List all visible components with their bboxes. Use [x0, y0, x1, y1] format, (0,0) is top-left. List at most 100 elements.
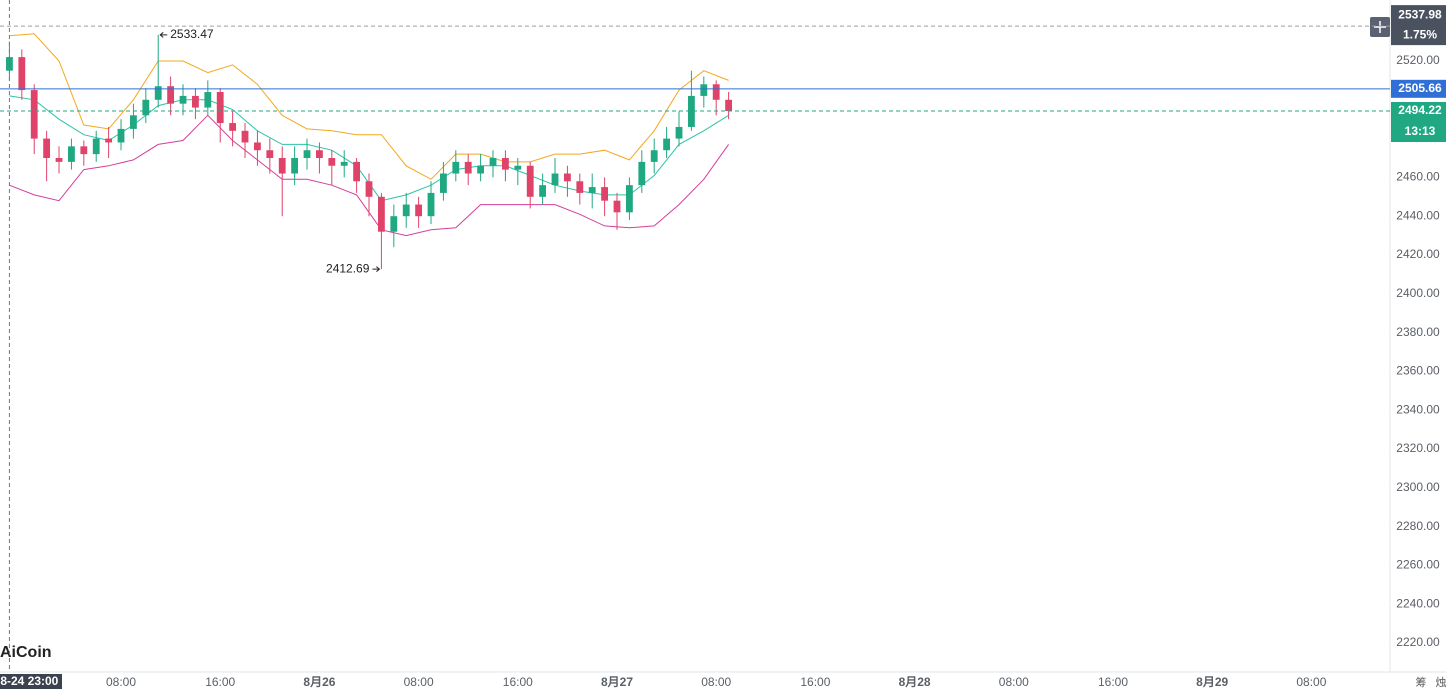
candle-body [700, 84, 708, 96]
last-price-value: 2494.22 [1398, 103, 1442, 117]
toolbar-item[interactable]: 烛 [1436, 676, 1446, 689]
y-tick-label: 2280.00 [1396, 519, 1440, 533]
candle-body [378, 196, 385, 232]
candle-body [415, 204, 423, 217]
high-arrow [159, 31, 168, 38]
crosshair-tag [0, 674, 62, 689]
candle-body [18, 57, 26, 91]
candle-body [216, 92, 224, 124]
candle-body [650, 150, 658, 162]
y-tick-label: 2240.00 [1396, 596, 1440, 610]
y-tick-label: 2420.00 [1396, 247, 1440, 261]
candle-body [229, 123, 237, 131]
candle-body [601, 187, 609, 201]
candle-body [291, 157, 299, 174]
last-price-note: 13:13 [1405, 124, 1436, 138]
crosshair-label: 08-24 23:00 [0, 674, 59, 688]
y-tick-label: 2220.00 [1396, 635, 1440, 649]
price-tag-value: 2505.66 [1398, 81, 1442, 95]
candle-body [638, 161, 646, 186]
candle-body [130, 115, 137, 129]
candle-body [687, 95, 695, 127]
x-tick-label: 08:00 [999, 675, 1029, 689]
x-tick-label: 16:00 [503, 675, 533, 689]
toolbar-item[interactable]: 筹 [1416, 675, 1427, 689]
candle-body [365, 181, 373, 197]
candle-body [353, 161, 361, 182]
candle-body [179, 95, 187, 104]
x-tick-label: 16:00 [1098, 675, 1128, 689]
low-annotation: 2412.69 [326, 261, 370, 275]
candle-body [142, 99, 150, 116]
candle-body [625, 185, 633, 213]
x-tick-label: 8月28 [899, 675, 931, 689]
candle-body [489, 157, 497, 166]
high-tag-value: 2537.98 [1398, 7, 1442, 21]
candle-body [663, 138, 671, 151]
plot-area: 2220.00 2240.00 2260.00 2280.00 2300.00 2320.… [6, 33, 1440, 689]
x-tick-label: 08:00 [106, 675, 136, 689]
candle-body [328, 157, 336, 166]
high-tag-note: 1.75% [1403, 27, 1437, 41]
candle-body [55, 157, 63, 162]
candle-body [402, 204, 410, 217]
candle-body [427, 192, 435, 217]
y-tick-label: 2340.00 [1396, 402, 1440, 416]
y-tick-label: 2460.00 [1396, 170, 1440, 184]
candle-body [551, 173, 559, 186]
candle-body [501, 157, 509, 170]
price-tag [1391, 79, 1446, 98]
y-tick-label: 2520.00 [1396, 53, 1440, 67]
candle-body [526, 165, 534, 197]
candle-body [613, 200, 621, 213]
candle-body [340, 161, 348, 166]
last-price-tag [1391, 102, 1446, 143]
candle-body [303, 150, 311, 158]
candle-body [452, 161, 460, 174]
candle-body [154, 86, 162, 100]
candle-body [725, 99, 733, 112]
candle-body [278, 157, 286, 174]
x-tick-label: 08:00 [404, 675, 434, 689]
high-annotation: 2533.47 [170, 27, 214, 41]
candle-body [464, 161, 472, 174]
x-tick-label: 8月29 [1196, 675, 1228, 689]
candle-body [204, 92, 212, 108]
candle-body [43, 138, 51, 158]
candle-body [576, 181, 584, 193]
candle-body [68, 146, 75, 162]
add-icon [1374, 21, 1386, 33]
x-tick-label: 08:00 [1296, 675, 1326, 689]
candle-body [514, 165, 522, 170]
candle-body [563, 173, 571, 182]
candle-body [241, 130, 249, 143]
x-tick-label: 8月27 [601, 675, 633, 689]
candle-body [539, 185, 547, 197]
candle-body [440, 173, 447, 193]
watermark: AiCoin [0, 644, 52, 661]
candle-body [266, 150, 274, 158]
candle-body [675, 126, 683, 139]
low-arrow [372, 266, 381, 273]
candle-body [167, 86, 175, 104]
candle-body [588, 187, 596, 193]
high-tag [1391, 5, 1446, 46]
y-tick-label: 2400.00 [1396, 286, 1440, 300]
band-line [9, 33, 729, 180]
x-tick-label: 08:00 [701, 675, 731, 689]
y-tick-label: 2360.00 [1396, 364, 1440, 378]
x-tick-label: 16:00 [800, 675, 830, 689]
candle-body [117, 128, 125, 143]
candle-body [254, 142, 261, 151]
y-tick-label: 2260.00 [1396, 558, 1440, 572]
candle-body [712, 84, 720, 100]
candle-body [105, 138, 113, 143]
y-tick-label: 2320.00 [1396, 441, 1440, 455]
candle-body [192, 95, 199, 108]
y-tick-label: 2440.00 [1396, 208, 1440, 222]
y-tick-label: 2380.00 [1396, 325, 1440, 339]
